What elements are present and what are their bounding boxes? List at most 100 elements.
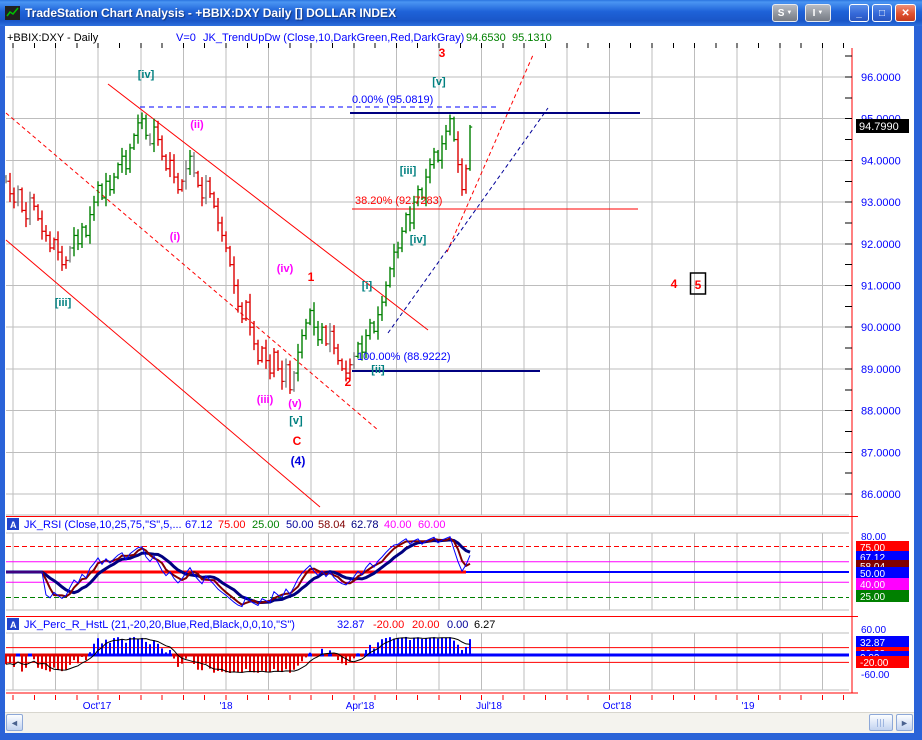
rsi-header: A JK_RSI (Close,10,25,75,"S",5,... 67.12 75… (6, 517, 849, 531)
svg-text:6.27: 6.27 (474, 619, 495, 631)
svg-text:93.0000: 93.0000 (861, 197, 901, 209)
chevron-down-icon: ▼ (817, 10, 824, 16)
svg-text:[iv]: [iv] (410, 234, 427, 246)
svg-text:40.00: 40.00 (384, 519, 412, 531)
price-bars (5, 112, 473, 394)
svg-text:75.00: 75.00 (218, 519, 246, 531)
svg-text:60.00: 60.00 (418, 519, 446, 531)
svg-text:0.00: 0.00 (447, 619, 468, 631)
symbol-label: +BBIX:DXY - Daily (7, 32, 99, 44)
svg-text:JK_Perc_R_HstL (21,-20,20,Blue: JK_Perc_R_HstL (21,-20,20,Blue,Red,Black… (24, 619, 295, 631)
svg-text:Jul'18: Jul'18 (476, 701, 502, 712)
svg-text:91.0000: 91.0000 (861, 281, 901, 293)
svg-text:20.00: 20.00 (412, 619, 440, 631)
svg-text:50.00: 50.00 (860, 569, 885, 580)
svg-text:3: 3 (439, 46, 446, 60)
percr-plot (5, 636, 472, 673)
svg-text:89.0000: 89.0000 (861, 364, 901, 376)
axes (6, 43, 858, 700)
window-title: TradeStation Chart Analysis - +BBIX:DXY … (25, 6, 397, 20)
svg-text:38.20% (92.7283): 38.20% (92.7283) (355, 195, 442, 207)
svg-text:100.00% (88.9222): 100.00% (88.9222) (357, 351, 451, 363)
svg-text:40.00: 40.00 (860, 580, 885, 591)
svg-text:Oct'17: Oct'17 (83, 701, 112, 712)
titlebar-buttons: S ▼ I ▼ _ □ ✕ (772, 4, 922, 22)
svg-text:88.0000: 88.0000 (861, 406, 901, 418)
svg-text:0.00% (95.0819): 0.00% (95.0819) (352, 94, 433, 106)
minimize-button[interactable]: _ (849, 4, 869, 22)
fib-labels: 0.00% (95.0819) 38.20% (92.7283) 100.00% (… (352, 94, 451, 363)
date-axis: Oct'17 '18 Apr'18 Jul'18 Oct'18 '19 (83, 701, 755, 712)
svg-text:32.87: 32.87 (860, 638, 885, 649)
rsi-reference-lines (6, 546, 849, 598)
svg-text:92.0000: 92.0000 (861, 239, 901, 251)
svg-text:-60.00: -60.00 (861, 670, 890, 681)
scrollbar-thumb[interactable] (869, 714, 893, 731)
svg-text:Apr'18: Apr'18 (346, 701, 375, 712)
svg-text:67.12: 67.12 (860, 553, 885, 564)
svg-text:(ii): (ii) (190, 119, 204, 131)
svg-text:62.78: 62.78 (351, 519, 379, 531)
svg-text:[iii]: [iii] (55, 297, 72, 309)
svg-text:94.0000: 94.0000 (861, 155, 901, 167)
svg-text:80.00: 80.00 (861, 532, 886, 543)
style-button[interactable]: S ▼ (772, 4, 798, 22)
study-label: JK_TrendUpDw (Close,10,DarkGreen,Red,Dar… (203, 32, 464, 44)
scroll-left-button[interactable]: ◄ (6, 714, 23, 731)
svg-text:(iv): (iv) (277, 263, 294, 275)
svg-text:[v]: [v] (432, 76, 446, 88)
svg-text:A: A (10, 620, 17, 630)
svg-text:25.00: 25.00 (252, 519, 280, 531)
svg-text:5: 5 (695, 278, 702, 292)
insert-button[interactable]: I ▼ (805, 4, 831, 22)
horizontal-scrollbar[interactable]: ◄ ► (5, 712, 914, 733)
maximize-button[interactable]: □ (872, 4, 892, 22)
chevron-down-icon: ▼ (786, 10, 793, 16)
price-axis: 96.000095.000094.000093.000092.000091.00… (856, 72, 909, 501)
trend-value-1: 94.6530 (466, 32, 506, 44)
percr-header: A JK_Perc_R_HstL (21,-20,20,Blue,Red,Blac… (6, 617, 849, 631)
svg-text:67.12: 67.12 (185, 519, 213, 531)
svg-text:-20.00: -20.00 (860, 658, 889, 669)
svg-text:[ii]: [ii] (371, 364, 385, 376)
svg-text:94.7990: 94.7990 (859, 121, 899, 133)
rsi-plot (6, 536, 471, 608)
svg-text:[v]: [v] (289, 415, 303, 427)
svg-text:(iii): (iii) (257, 394, 274, 406)
svg-text:[iv]: [iv] (138, 69, 155, 81)
title-bar[interactable]: TradeStation Chart Analysis - +BBIX:DXY … (0, 0, 922, 26)
annotation-lines (5, 54, 640, 508)
svg-text:32.87: 32.87 (337, 619, 365, 631)
svg-text:[i]: [i] (362, 280, 373, 292)
close-button[interactable]: ✕ (895, 4, 916, 22)
trend-value-2: 95.1310 (512, 32, 552, 44)
svg-text:50.00: 50.00 (286, 519, 314, 531)
svg-text:58.04: 58.04 (318, 519, 346, 531)
svg-text:Oct'18: Oct'18 (603, 701, 632, 712)
svg-text:-20.00: -20.00 (373, 619, 404, 631)
scroll-right-button[interactable]: ► (896, 714, 913, 731)
app-icon (5, 5, 21, 21)
grid-lines (6, 48, 849, 691)
svg-text:86.0000: 86.0000 (861, 489, 901, 501)
svg-text:(v): (v) (288, 398, 302, 410)
svg-text:2: 2 (345, 375, 352, 389)
svg-text:25.00: 25.00 (860, 592, 885, 603)
svg-text:A: A (10, 520, 17, 530)
svg-text:90.0000: 90.0000 (861, 322, 901, 334)
svg-text:'19: '19 (741, 701, 754, 712)
svg-text:96.0000: 96.0000 (861, 72, 901, 84)
style-button-label: S (777, 7, 785, 19)
svg-text:'18: '18 (219, 701, 232, 712)
svg-text:JK_RSI (Close,10,25,75,"S",5,.: JK_RSI (Close,10,25,75,"S",5,... (24, 519, 182, 531)
svg-text:87.0000: 87.0000 (861, 447, 901, 459)
svg-text:(4): (4) (291, 454, 306, 468)
wave-labels: [iv] (ii) (i) [iii] (iv) 1 [i] (iii) (v) [v] C (4) 2… (55, 46, 707, 468)
insert-button-label: I (812, 7, 816, 19)
svg-text:4: 4 (671, 277, 678, 291)
v-label: V=0 (176, 32, 196, 44)
chart-canvas[interactable]: +BBIX:DXY - Daily V=0 JK_TrendUpDw (Clos… (5, 26, 914, 712)
